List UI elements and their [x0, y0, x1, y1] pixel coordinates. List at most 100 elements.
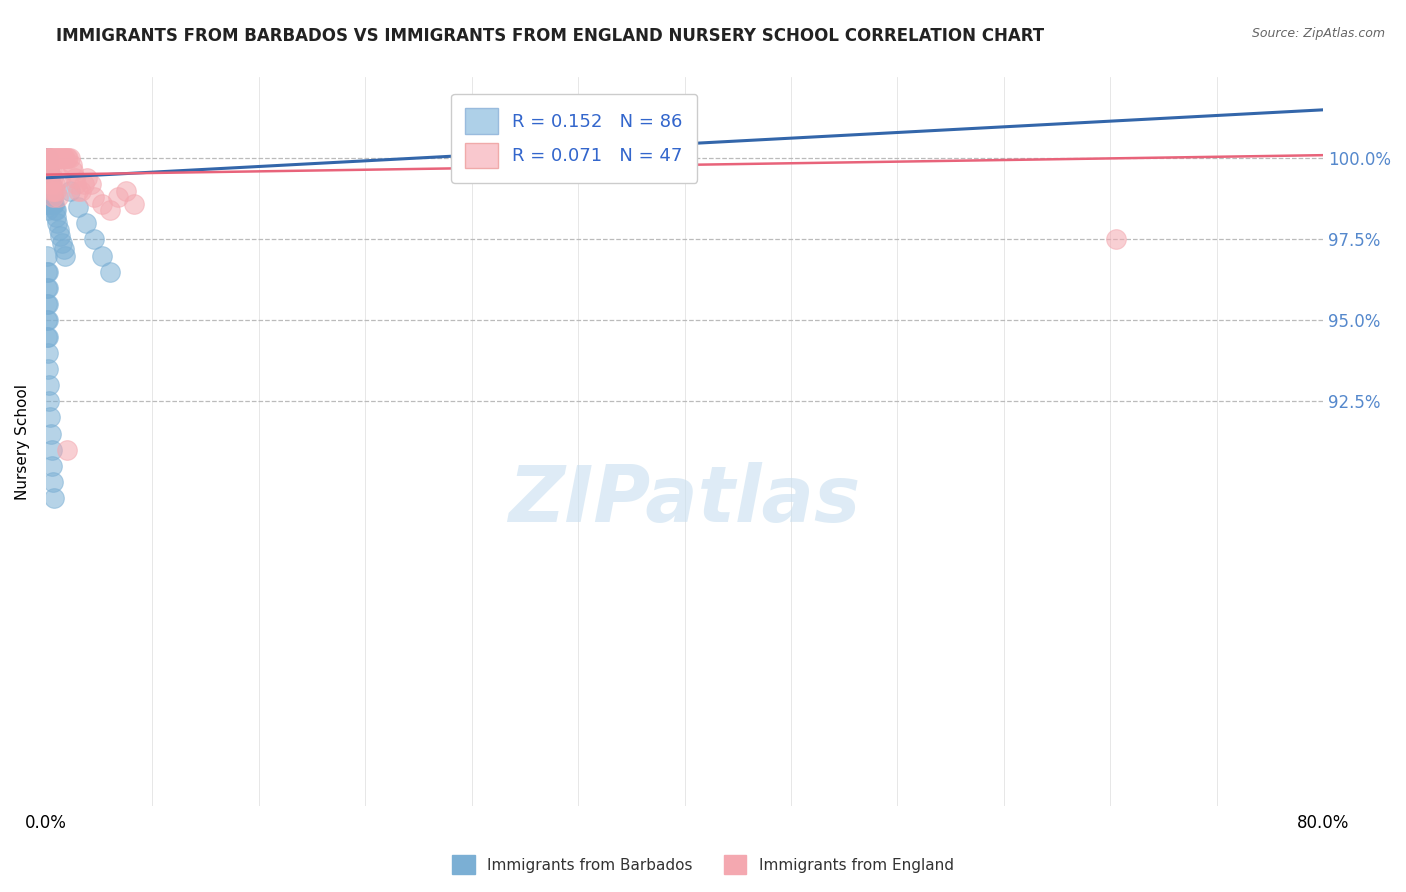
Point	[39, 178, 62, 192]
Point	[39, 184, 62, 198]
Point	[38, 378, 60, 392]
Point	[90, 196, 112, 211]
Point	[53, 152, 76, 166]
Point	[90, 248, 112, 262]
Point	[45, 152, 67, 166]
Point	[35, 164, 58, 178]
Point	[45, 184, 67, 198]
Legend: R = 0.152   N = 86, R = 0.071   N = 47: R = 0.152 N = 86, R = 0.071 N = 47	[451, 94, 697, 183]
Point	[45, 210, 67, 224]
Point	[60, 158, 83, 172]
Point	[41, 196, 63, 211]
Point	[37, 152, 59, 166]
Point	[37, 152, 59, 166]
Point	[39, 184, 62, 198]
Point	[46, 152, 69, 166]
Point	[41, 184, 63, 198]
Text: IMMIGRANTS FROM BARBADOS VS IMMIGRANTS FROM ENGLAND NURSERY SCHOOL CORRELATION C: IMMIGRANTS FROM BARBADOS VS IMMIGRANTS F…	[56, 27, 1045, 45]
Y-axis label: Nursery School: Nursery School	[15, 384, 30, 500]
Point	[39, 190, 62, 204]
Point	[39, 426, 62, 441]
Point	[37, 345, 59, 359]
Point	[75, 216, 97, 230]
Point	[37, 152, 59, 166]
Point	[41, 458, 63, 473]
Point	[55, 442, 77, 457]
Point	[42, 491, 65, 506]
Point	[52, 152, 75, 166]
Point	[35, 152, 58, 166]
Point	[41, 442, 63, 457]
Point	[42, 152, 65, 166]
Point	[37, 152, 59, 166]
Point	[59, 184, 82, 198]
Point	[53, 248, 76, 262]
Point	[66, 184, 89, 198]
Point	[39, 158, 62, 172]
Point	[35, 281, 58, 295]
Point	[37, 164, 59, 178]
Point	[35, 152, 58, 166]
Point	[37, 158, 59, 172]
Point	[35, 158, 58, 172]
Point	[79, 178, 101, 192]
Point	[35, 297, 58, 311]
Point	[38, 394, 60, 409]
Point	[38, 152, 60, 166]
Point	[48, 170, 70, 185]
Point	[70, 184, 93, 198]
Point	[37, 265, 59, 279]
Point	[39, 152, 62, 166]
Point	[38, 190, 60, 204]
Point	[37, 313, 59, 327]
Point	[38, 158, 60, 172]
Point	[49, 229, 72, 244]
Point	[46, 216, 69, 230]
Point	[35, 265, 58, 279]
Point	[35, 248, 58, 262]
Point	[35, 329, 58, 343]
Point	[37, 170, 59, 185]
Point	[65, 178, 87, 192]
Point	[42, 170, 65, 185]
Point	[107, 190, 129, 204]
Point	[41, 190, 63, 204]
Point	[39, 196, 62, 211]
Point	[62, 164, 84, 178]
Point	[41, 164, 63, 178]
Point	[37, 190, 59, 204]
Point	[46, 190, 69, 204]
Point	[39, 178, 62, 192]
Point	[37, 184, 59, 198]
Point	[114, 184, 136, 198]
Point	[38, 164, 60, 178]
Point	[48, 152, 70, 166]
Point	[41, 184, 63, 198]
Text: ZIPatlas: ZIPatlas	[509, 462, 860, 538]
Point	[37, 190, 59, 204]
Point	[39, 410, 62, 425]
Point	[39, 196, 62, 211]
Point	[58, 152, 80, 166]
Point	[37, 196, 59, 211]
Point	[51, 235, 73, 250]
Point	[76, 170, 98, 185]
Point	[63, 170, 86, 185]
Point	[48, 222, 70, 236]
Point	[37, 164, 59, 178]
Point	[42, 475, 65, 490]
Legend: Immigrants from Barbados, Immigrants from England: Immigrants from Barbados, Immigrants fro…	[446, 849, 960, 880]
Point	[37, 158, 59, 172]
Point	[35, 164, 58, 178]
Point	[1104, 232, 1126, 246]
Point	[51, 152, 73, 166]
Point	[44, 203, 66, 218]
Point	[35, 152, 58, 166]
Point	[38, 196, 60, 211]
Point	[42, 184, 65, 198]
Point	[41, 152, 63, 166]
Point	[38, 178, 60, 192]
Point	[37, 152, 59, 166]
Point	[42, 196, 65, 211]
Point	[42, 196, 65, 211]
